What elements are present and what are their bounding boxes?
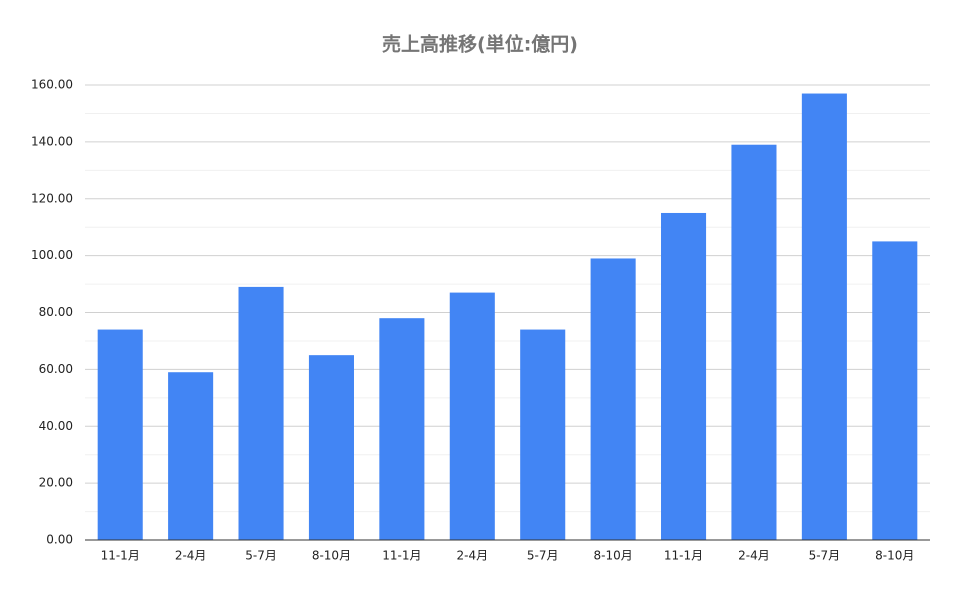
bar [308, 355, 354, 540]
x-tick-label: 11-1月 [382, 549, 421, 563]
x-tick-label: 11-1月 [664, 549, 703, 563]
y-tick-label: 120.00 [31, 191, 73, 205]
bar [872, 241, 918, 540]
x-tick-label: 2-4月 [456, 549, 488, 563]
bar [520, 329, 566, 540]
bar [590, 258, 636, 540]
x-tick-label: 11-1月 [101, 549, 140, 563]
y-tick-label: 140.00 [31, 134, 73, 148]
y-tick-label: 80.00 [39, 305, 73, 319]
bar [97, 329, 143, 540]
y-tick-label: 100.00 [31, 248, 73, 262]
x-tick-label: 2-4月 [175, 549, 207, 563]
bar [731, 144, 777, 540]
bar [168, 372, 214, 540]
x-tick-label: 5-7月 [245, 549, 277, 563]
x-tick-label: 8-10月 [875, 549, 914, 563]
y-tick-label: 20.00 [39, 476, 73, 490]
bar [449, 292, 495, 540]
y-tick-label: 40.00 [39, 419, 73, 433]
chart-title: 売上高推移(単位:億円) [382, 33, 578, 56]
bar [661, 212, 707, 540]
x-tick-label: 8-10月 [594, 549, 633, 563]
y-tick-label: 0.00 [46, 533, 73, 547]
x-tick-label: 5-7月 [527, 549, 559, 563]
bar [801, 93, 847, 540]
x-tick-label: 5-7月 [809, 549, 841, 563]
x-tick-label: 8-10月 [312, 549, 351, 563]
bar [238, 286, 284, 540]
y-tick-label: 160.00 [31, 78, 73, 92]
y-tick-label: 60.00 [39, 362, 73, 376]
bar [379, 318, 425, 540]
x-tick-label: 2-4月 [738, 549, 770, 563]
